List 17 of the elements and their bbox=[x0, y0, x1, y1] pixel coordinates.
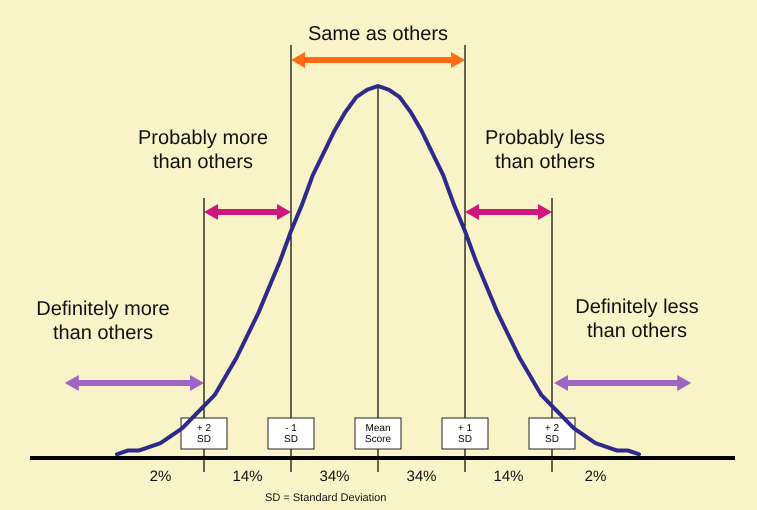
text: 14% bbox=[232, 468, 263, 485]
text: SD = Standard Deviation bbox=[265, 492, 386, 504]
x-tick-label: + 2 SD bbox=[196, 423, 212, 445]
text: 34% bbox=[319, 468, 350, 485]
x-tick-label: + 1 SD bbox=[458, 423, 473, 445]
text: 34% bbox=[406, 468, 437, 485]
annotation: Definitely less than others bbox=[575, 296, 699, 342]
x-tick-label: + 2 SD bbox=[544, 423, 560, 445]
text: 2% bbox=[584, 468, 606, 485]
x-tick-label: - 1 SD bbox=[284, 423, 298, 445]
text: Same as others bbox=[308, 23, 448, 45]
annotation: Probably more than others bbox=[138, 127, 268, 173]
annotation: Probably less than others bbox=[484, 127, 606, 173]
text: 14% bbox=[493, 468, 524, 485]
x-tick-label: Mean Score bbox=[364, 423, 392, 445]
annotation: Definitely more than others bbox=[36, 298, 170, 344]
text: 2% bbox=[150, 468, 172, 485]
